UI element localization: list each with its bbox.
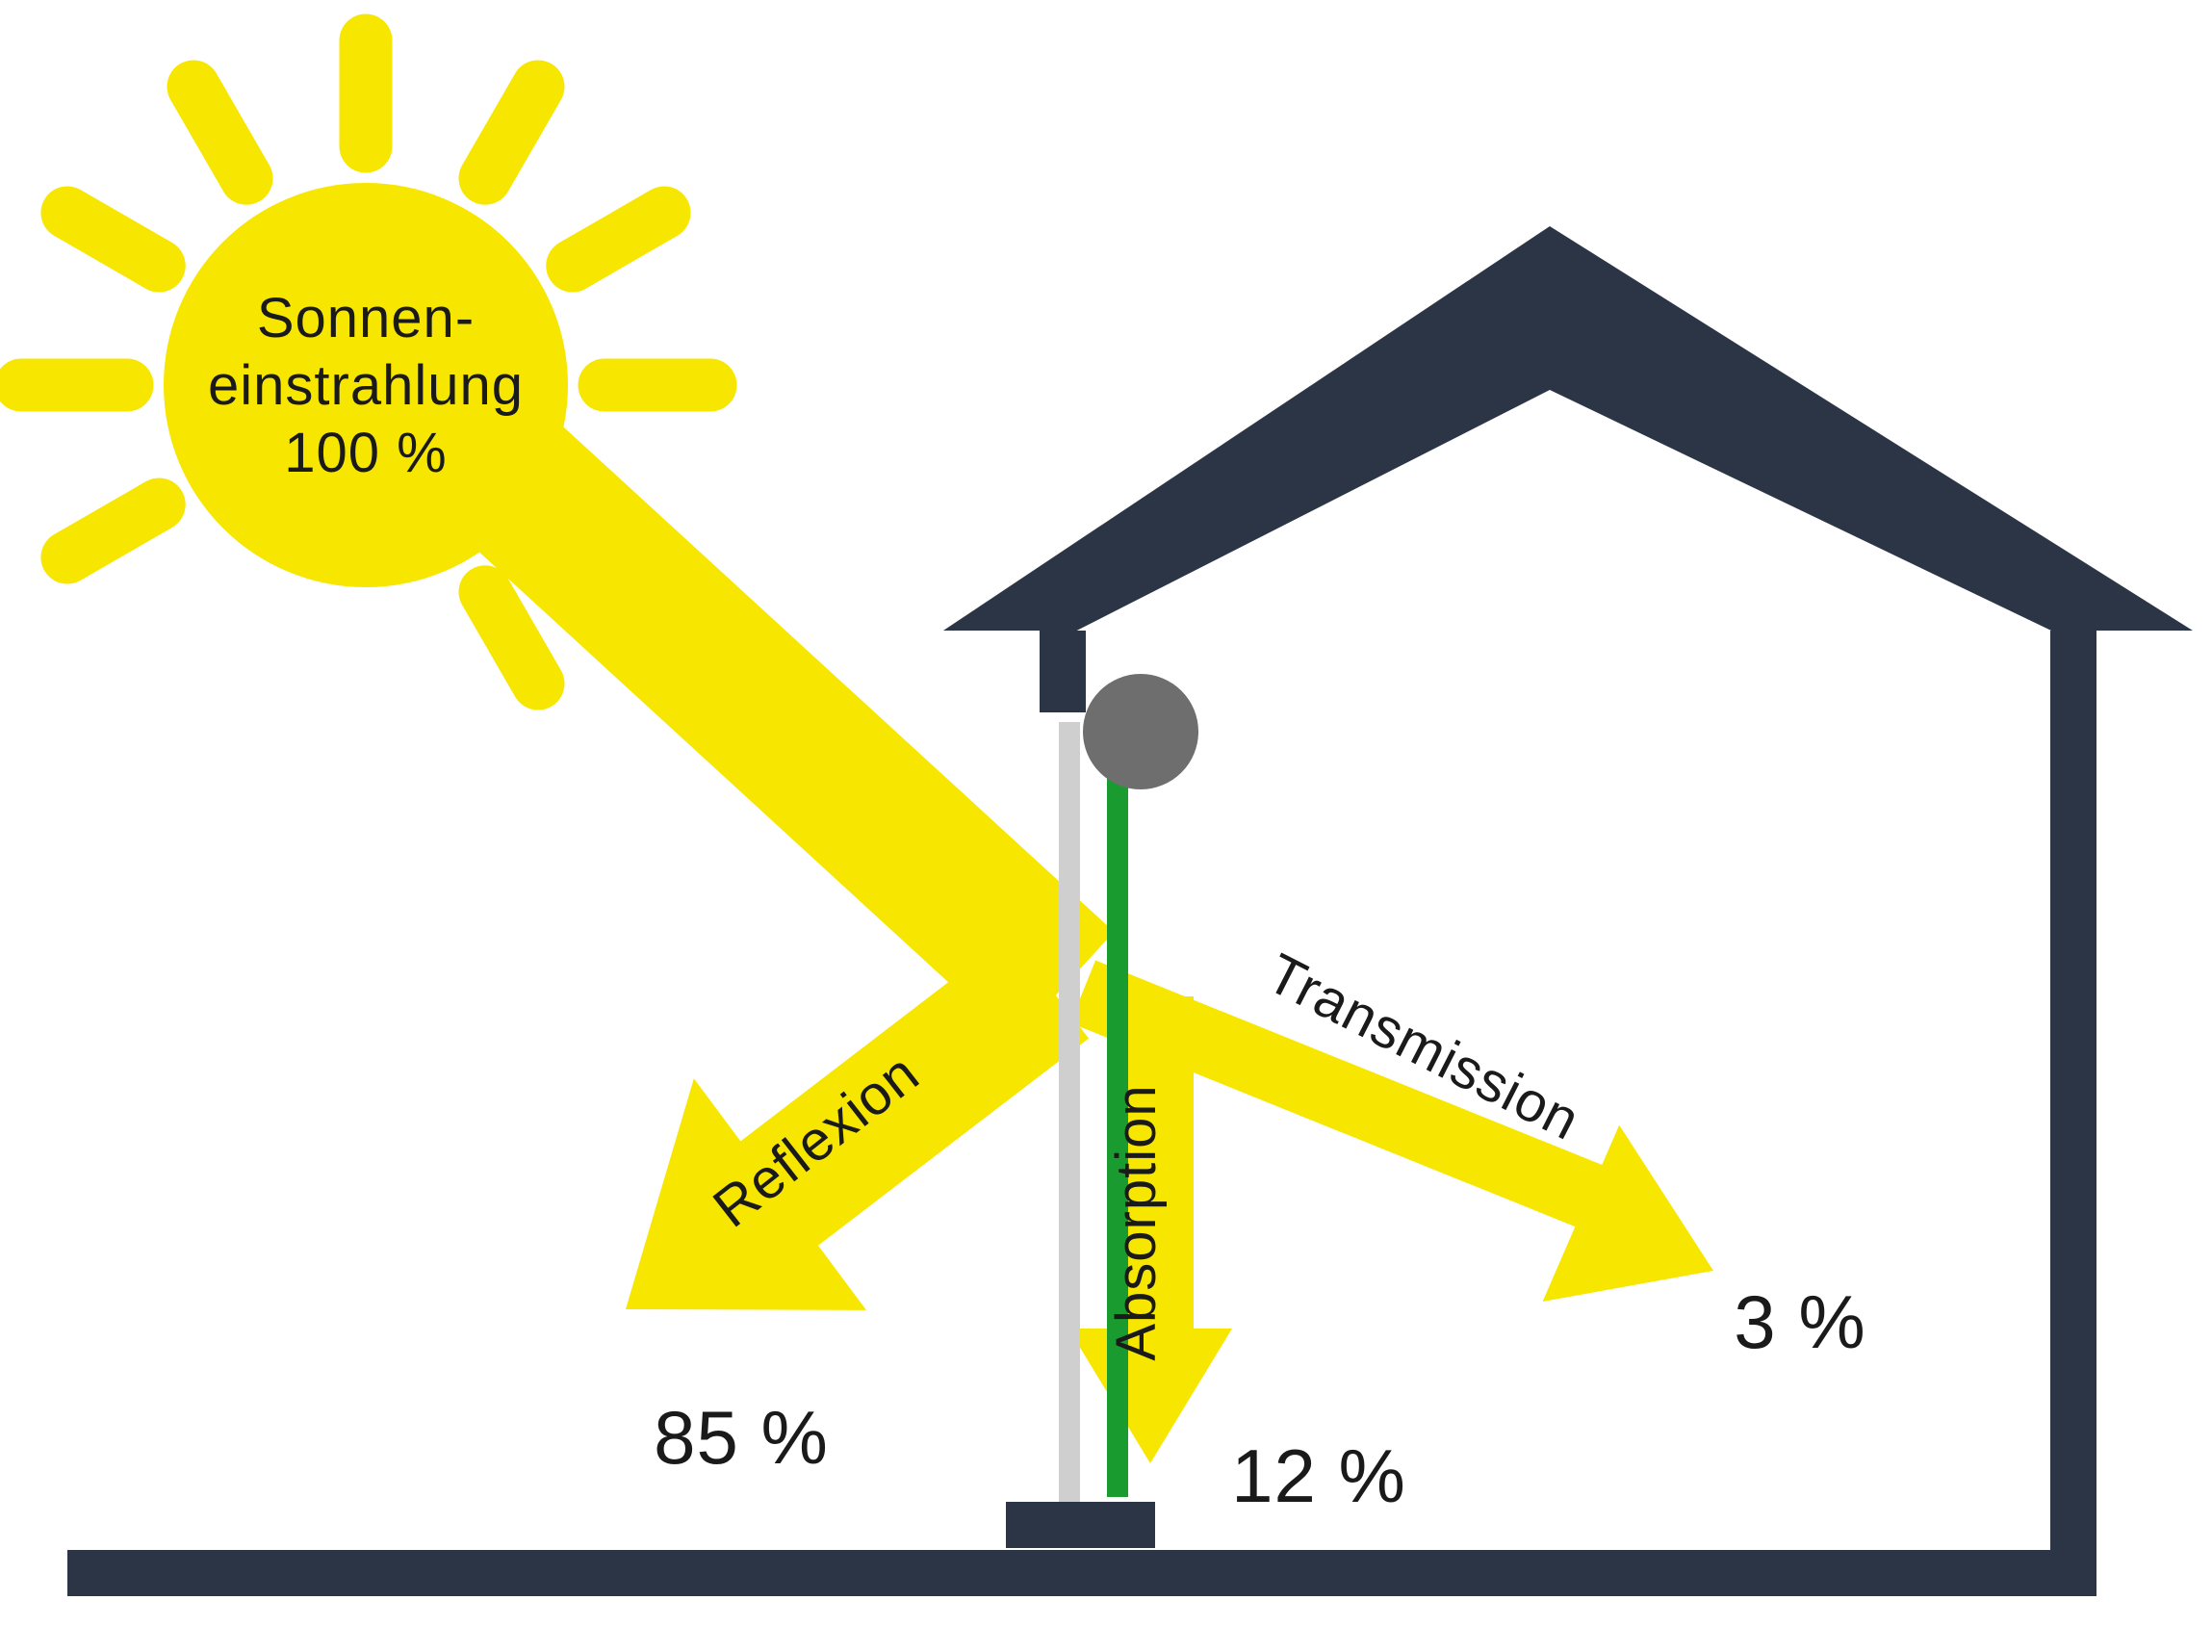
roller — [1083, 674, 1198, 789]
ground-line — [67, 1550, 2096, 1596]
absorption-label: Absorption — [1105, 1084, 1168, 1360]
window-sill — [1006, 1502, 1155, 1548]
sun-ray — [485, 87, 538, 178]
sun-ray — [485, 592, 538, 684]
reflection-percent: 85 % — [654, 1395, 829, 1480]
diagram: Sonnen-einstrahlung100 %Reflexion85 %Abs… — [0, 0, 2212, 1652]
sun-ray — [67, 504, 159, 557]
glass-pane — [1059, 722, 1080, 1502]
sun-label-l2: einstrahlung — [208, 354, 524, 417]
absorption-percent: 12 % — [1231, 1433, 1406, 1518]
right-wall — [2050, 631, 2096, 1596]
transmission-percent: 3 % — [1734, 1279, 1865, 1364]
sun-label-l3: 100 % — [284, 422, 447, 484]
left-wall-upper — [1040, 631, 1086, 712]
sun-ray — [573, 213, 664, 266]
sun-ray — [67, 213, 159, 266]
incident-beam — [502, 472, 1064, 987]
sun-ray — [193, 87, 246, 178]
sun-label-l1: Sonnen- — [257, 287, 475, 349]
